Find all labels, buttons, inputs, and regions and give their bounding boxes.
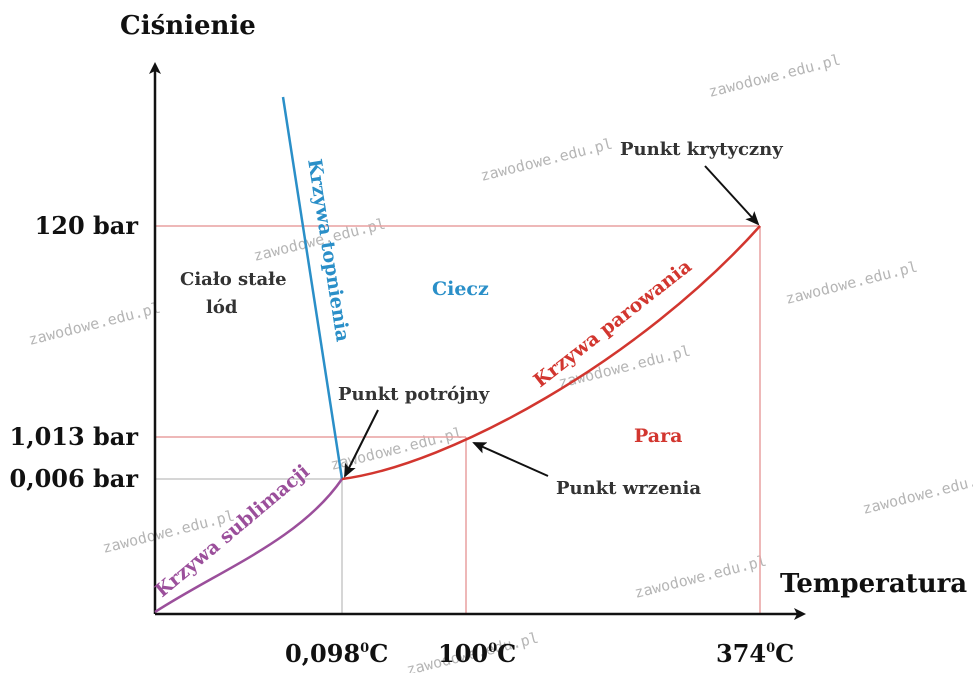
- y-tick-1013bar: 1,013 bar: [10, 422, 139, 451]
- watermark: zawodowe.edu.pl: [27, 299, 163, 349]
- x-tick-374c: 3740C: [716, 639, 794, 668]
- region-vapor: Para: [634, 425, 682, 447]
- triple-point-arrow: [344, 409, 379, 478]
- vaporization-curve: [341, 225, 761, 481]
- critical-point-arrow: [704, 165, 760, 226]
- melting-curve: [281, 96, 344, 480]
- watermark: zawodowe.edu.pl: [707, 51, 843, 101]
- y-tick-0006bar: 0,006 bar: [10, 464, 139, 493]
- x-axis-title: Temperatura: [780, 569, 967, 599]
- x-tick-100c: 1000C: [438, 639, 516, 668]
- region-solid-ice: lód: [206, 297, 238, 318]
- boiling-point-arrow: [472, 442, 549, 477]
- x-tick-0098c: 0,0980C: [285, 639, 388, 668]
- watermark: zawodowe.edu.pl: [784, 258, 920, 308]
- watermark: zawodowe.edu.pl: [479, 135, 615, 185]
- region-solid: Ciało stałe: [180, 269, 287, 290]
- watermark: zawodowe.edu.pl: [633, 552, 769, 602]
- region-liquid: Ciecz: [432, 278, 489, 300]
- boiling-point-label: Punkt wrzenia: [556, 478, 701, 499]
- watermark: zawodowe.edu.pl: [861, 468, 973, 518]
- triple-point-label: Punkt potrójny: [338, 384, 490, 405]
- y-axis-title: Ciśnienie: [120, 11, 256, 41]
- y-tick-120bar: 120 bar: [35, 211, 139, 240]
- sublimation-curve: [154, 478, 344, 614]
- critical-point-label: Punkt krytyczny: [620, 139, 783, 160]
